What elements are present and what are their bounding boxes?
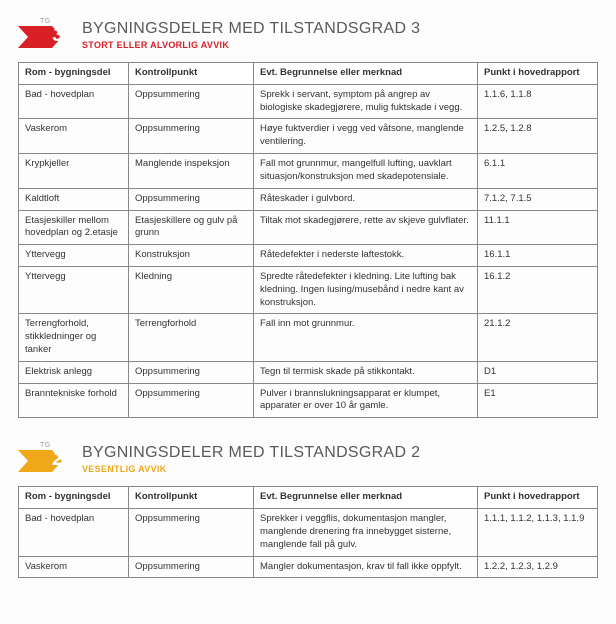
table-cell: Høye fuktverdier i vegg ved våtsone, man… bbox=[254, 119, 478, 154]
section-tg3: TG3 BYGNINGSDELER MED TILSTANDSGRAD 3 STOR… bbox=[18, 20, 598, 418]
table-cell: Branntekniske forhold bbox=[19, 383, 129, 418]
grade-badge: TG2 bbox=[18, 444, 70, 474]
table-cell: Tegn til termisk skade på stikkontakt. bbox=[254, 361, 478, 383]
table-cell: 6.1.1 bbox=[478, 154, 598, 189]
column-header: Kontrollpunkt bbox=[129, 63, 254, 85]
column-header: Punkt i hovedrapport bbox=[478, 487, 598, 509]
table-row: Elektrisk anleggOppsummeringTegn til ter… bbox=[19, 361, 598, 383]
table-cell: Oppsummering bbox=[129, 383, 254, 418]
table-row: VaskeromOppsummeringMangler dokumentasjo… bbox=[19, 556, 598, 578]
table-row: Branntekniske forholdOppsummeringPulver … bbox=[19, 383, 598, 418]
table-row: Etasjeskiller mellom hovedplan og 2.etas… bbox=[19, 210, 598, 245]
table-row: KrypkjellerManglende inspeksjonFall mot … bbox=[19, 154, 598, 189]
column-header: Punkt i hovedrapport bbox=[478, 63, 598, 85]
table-cell: D1 bbox=[478, 361, 598, 383]
table-cell: 1.1.1, 1.1.2, 1.1.3, 1.1.9 bbox=[478, 509, 598, 556]
table-header-row: Rom - bygningsdelKontrollpunktEvt. Begru… bbox=[19, 63, 598, 85]
table-cell: 1.2.2, 1.2.3, 1.2.9 bbox=[478, 556, 598, 578]
table-cell: Vaskerom bbox=[19, 556, 129, 578]
table-cell: Terrengforhold bbox=[129, 314, 254, 361]
table-cell: Oppsummering bbox=[129, 361, 254, 383]
table-cell: 1.1.6, 1.1.8 bbox=[478, 84, 598, 119]
column-header: Evt. Begrunnelse eller merknad bbox=[254, 63, 478, 85]
table-cell: Spredte råtedefekter i kledning. Lite lu… bbox=[254, 266, 478, 313]
table-cell: 21.1.2 bbox=[478, 314, 598, 361]
condition-table: Rom - bygningsdelKontrollpunktEvt. Begru… bbox=[18, 486, 598, 578]
table-row: VaskeromOppsummeringHøye fuktverdier i v… bbox=[19, 119, 598, 154]
table-cell: 1.2.5, 1.2.8 bbox=[478, 119, 598, 154]
table-cell: Fall inn mot grunnmur. bbox=[254, 314, 478, 361]
table-cell: Kledning bbox=[129, 266, 254, 313]
table-cell: Bad - hovedplan bbox=[19, 84, 129, 119]
section-title: BYGNINGSDELER MED TILSTANDSGRAD 2 bbox=[82, 444, 420, 462]
column-header: Evt. Begrunnelse eller merknad bbox=[254, 487, 478, 509]
section-tg2: TG2 BYGNINGSDELER MED TILSTANDSGRAD 2 VESE… bbox=[18, 444, 598, 578]
section-title: BYGNINGSDELER MED TILSTANDSGRAD 3 bbox=[82, 20, 420, 38]
table-cell: Manglende inspeksjon bbox=[129, 154, 254, 189]
table-cell: 16.1.2 bbox=[478, 266, 598, 313]
table-header-row: Rom - bygningsdelKontrollpunktEvt. Begru… bbox=[19, 487, 598, 509]
table-cell: Konstruksjon bbox=[129, 245, 254, 267]
table-row: Bad - hovedplanOppsummeringSprekker i ve… bbox=[19, 509, 598, 556]
column-header: Rom - bygningsdel bbox=[19, 487, 129, 509]
table-cell: Krypkjeller bbox=[19, 154, 129, 189]
column-header: Kontrollpunkt bbox=[129, 487, 254, 509]
table-cell: Kaldtloft bbox=[19, 188, 129, 210]
table-cell: Råteskader i gulvbord. bbox=[254, 188, 478, 210]
section-titles: BYGNINGSDELER MED TILSTANDSGRAD 3 STORT E… bbox=[82, 20, 420, 50]
section-header: TG3 BYGNINGSDELER MED TILSTANDSGRAD 3 STOR… bbox=[18, 20, 598, 50]
table-cell: E1 bbox=[478, 383, 598, 418]
condition-table: Rom - bygningsdelKontrollpunktEvt. Begru… bbox=[18, 62, 598, 418]
section-subtitle: STORT ELLER ALVORLIG AVVIK bbox=[82, 40, 420, 50]
table-cell: Vaskerom bbox=[19, 119, 129, 154]
table-cell: Oppsummering bbox=[129, 188, 254, 210]
section-subtitle: VESENTLIG AVVIK bbox=[82, 464, 420, 474]
table-cell: Fall mot grunnmur, mangelfull lufting, u… bbox=[254, 154, 478, 189]
table-row: Bad - hovedplanOppsummeringSprekk i serv… bbox=[19, 84, 598, 119]
table-cell: Pulver i brannslukningsapparat er klumpe… bbox=[254, 383, 478, 418]
table-cell: Tiltak mot skadegjørere, rette av skjeve… bbox=[254, 210, 478, 245]
table-row: YtterveggKledningSpredte råtedefekter i … bbox=[19, 266, 598, 313]
table-cell: Oppsummering bbox=[129, 84, 254, 119]
table-cell: Etasjeskillere og gulv på grunn bbox=[129, 210, 254, 245]
section-header: TG2 BYGNINGSDELER MED TILSTANDSGRAD 2 VESE… bbox=[18, 444, 598, 474]
table-row: KaldtloftOppsummeringRåteskader i gulvbo… bbox=[19, 188, 598, 210]
table-cell: Oppsummering bbox=[129, 556, 254, 578]
table-cell: Terrengforhold, stikkledninger og tanker bbox=[19, 314, 129, 361]
table-cell: 11.1.1 bbox=[478, 210, 598, 245]
table-cell: Yttervegg bbox=[19, 266, 129, 313]
table-cell: Sprekk i servant, symptom på angrep av b… bbox=[254, 84, 478, 119]
table-cell: 7.1.2, 7.1.5 bbox=[478, 188, 598, 210]
table-cell: Oppsummering bbox=[129, 119, 254, 154]
column-header: Rom - bygningsdel bbox=[19, 63, 129, 85]
table-cell: Etasjeskiller mellom hovedplan og 2.etas… bbox=[19, 210, 129, 245]
table-cell: Yttervegg bbox=[19, 245, 129, 267]
grade-badge: TG3 bbox=[18, 20, 70, 50]
table-cell: Elektrisk anlegg bbox=[19, 361, 129, 383]
table-cell: Sprekker i veggflis, dokumentasjon mangl… bbox=[254, 509, 478, 556]
table-row: YtterveggKonstruksjonRåtedefekter i nede… bbox=[19, 245, 598, 267]
table-cell: Oppsummering bbox=[129, 509, 254, 556]
table-cell: Bad - hovedplan bbox=[19, 509, 129, 556]
table-row: Terrengforhold, stikkledninger og tanker… bbox=[19, 314, 598, 361]
section-titles: BYGNINGSDELER MED TILSTANDSGRAD 2 VESENTL… bbox=[82, 444, 420, 474]
badge-number: 3 bbox=[46, 24, 70, 47]
table-cell: Råtedefekter i nederste laftestokk. bbox=[254, 245, 478, 267]
badge-number: 2 bbox=[46, 448, 70, 471]
table-cell: Mangler dokumentasjon, krav til fall ikk… bbox=[254, 556, 478, 578]
table-cell: 16.1.1 bbox=[478, 245, 598, 267]
